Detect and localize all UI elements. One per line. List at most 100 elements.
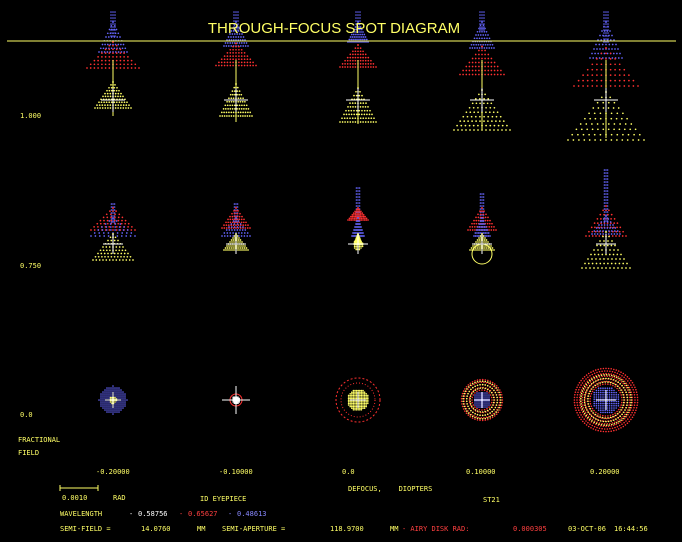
spot-point — [98, 104, 101, 106]
spot-point — [228, 226, 230, 228]
spot-point — [606, 396, 609, 398]
spot-point — [104, 389, 106, 391]
spot-point — [112, 56, 114, 58]
spot-point — [481, 14, 483, 16]
spot-point — [232, 48, 234, 51]
spot-point — [359, 17, 361, 19]
spot-point — [229, 52, 232, 54]
spot-point — [114, 104, 117, 106]
spot-point — [615, 376, 618, 379]
spot-point — [581, 411, 584, 414]
spot-point — [110, 213, 112, 216]
spot-point — [233, 86, 236, 89]
spot-point — [614, 68, 616, 71]
spot-point — [246, 55, 249, 57]
spot-point — [230, 30, 233, 32]
spot-point — [359, 14, 361, 16]
spot-point — [477, 216, 480, 219]
spot-point — [106, 104, 109, 106]
spot-point — [466, 395, 468, 397]
spot-point — [617, 417, 620, 419]
spot-point — [255, 64, 257, 67]
spot-point — [96, 104, 98, 106]
spot-point — [361, 245, 364, 248]
spot-point — [614, 262, 617, 265]
spot-point — [604, 415, 607, 417]
spot-point — [628, 396, 631, 399]
spot-point — [102, 232, 105, 234]
spot-point — [628, 401, 631, 404]
spot-point — [241, 241, 243, 243]
spot-point — [235, 217, 237, 219]
spot-point — [457, 129, 459, 131]
spot-point — [110, 395, 112, 397]
spot-point — [606, 405, 609, 407]
spot-point — [471, 401, 474, 404]
spot-point — [609, 68, 612, 71]
spot-point — [580, 397, 582, 400]
spot-point — [600, 405, 602, 407]
spot-point — [629, 391, 631, 394]
spot-point — [355, 393, 358, 395]
spot-point — [124, 222, 127, 225]
spot-point — [600, 430, 602, 433]
spot-point — [485, 106, 487, 109]
spot-point — [108, 44, 111, 47]
spot-point — [477, 213, 479, 216]
spot-point — [475, 222, 478, 225]
spot-point — [365, 405, 368, 408]
spot-point — [608, 394, 611, 396]
spot-point — [615, 235, 617, 237]
spot-point — [479, 23, 481, 25]
fractional-label: FRACTIONAL — [18, 436, 61, 444]
spot-point — [619, 52, 621, 55]
spot-point — [600, 79, 603, 82]
spot-point — [105, 101, 108, 104]
spot-point — [481, 210, 483, 212]
spot-point — [363, 396, 366, 398]
spot-point — [593, 133, 596, 136]
spot-point — [606, 244, 609, 247]
spot-point — [567, 139, 569, 141]
spot-point — [605, 424, 608, 427]
spot-point — [481, 11, 483, 13]
spot-point — [610, 230, 613, 232]
spot-point — [578, 401, 581, 404]
spot-point — [359, 223, 361, 225]
spot-point — [583, 401, 586, 404]
spot-point — [589, 408, 592, 410]
spot-point — [592, 428, 595, 430]
spot-point — [608, 391, 611, 394]
spot-point — [585, 267, 587, 269]
spot-point — [232, 52, 234, 54]
spot-point — [580, 384, 582, 386]
spot-point — [367, 41, 369, 43]
spot-point — [603, 417, 605, 420]
spot-point — [618, 424, 621, 427]
spot-point — [500, 391, 502, 394]
spot-point — [232, 245, 234, 247]
spot-point — [622, 230, 624, 233]
spot-point — [238, 48, 240, 51]
spot-point — [354, 66, 357, 68]
spot-point — [463, 392, 466, 395]
spot-point — [354, 53, 357, 56]
spot-point — [117, 216, 120, 219]
spot-point — [616, 410, 618, 413]
spot-point — [635, 409, 637, 412]
spot-point — [115, 48, 118, 51]
spot-point — [110, 203, 113, 205]
spot-point — [493, 389, 495, 392]
spot-point — [597, 368, 599, 371]
spot-point — [240, 218, 243, 221]
spot-point — [484, 235, 487, 237]
spot-point — [106, 397, 108, 399]
spot-point — [122, 246, 124, 248]
spot-point — [615, 369, 618, 371]
spot-point — [616, 233, 619, 235]
spot-point — [354, 391, 356, 394]
spot-point — [365, 394, 368, 397]
spot-point — [605, 199, 607, 201]
spot-point — [346, 63, 349, 65]
spot-point — [603, 20, 605, 22]
